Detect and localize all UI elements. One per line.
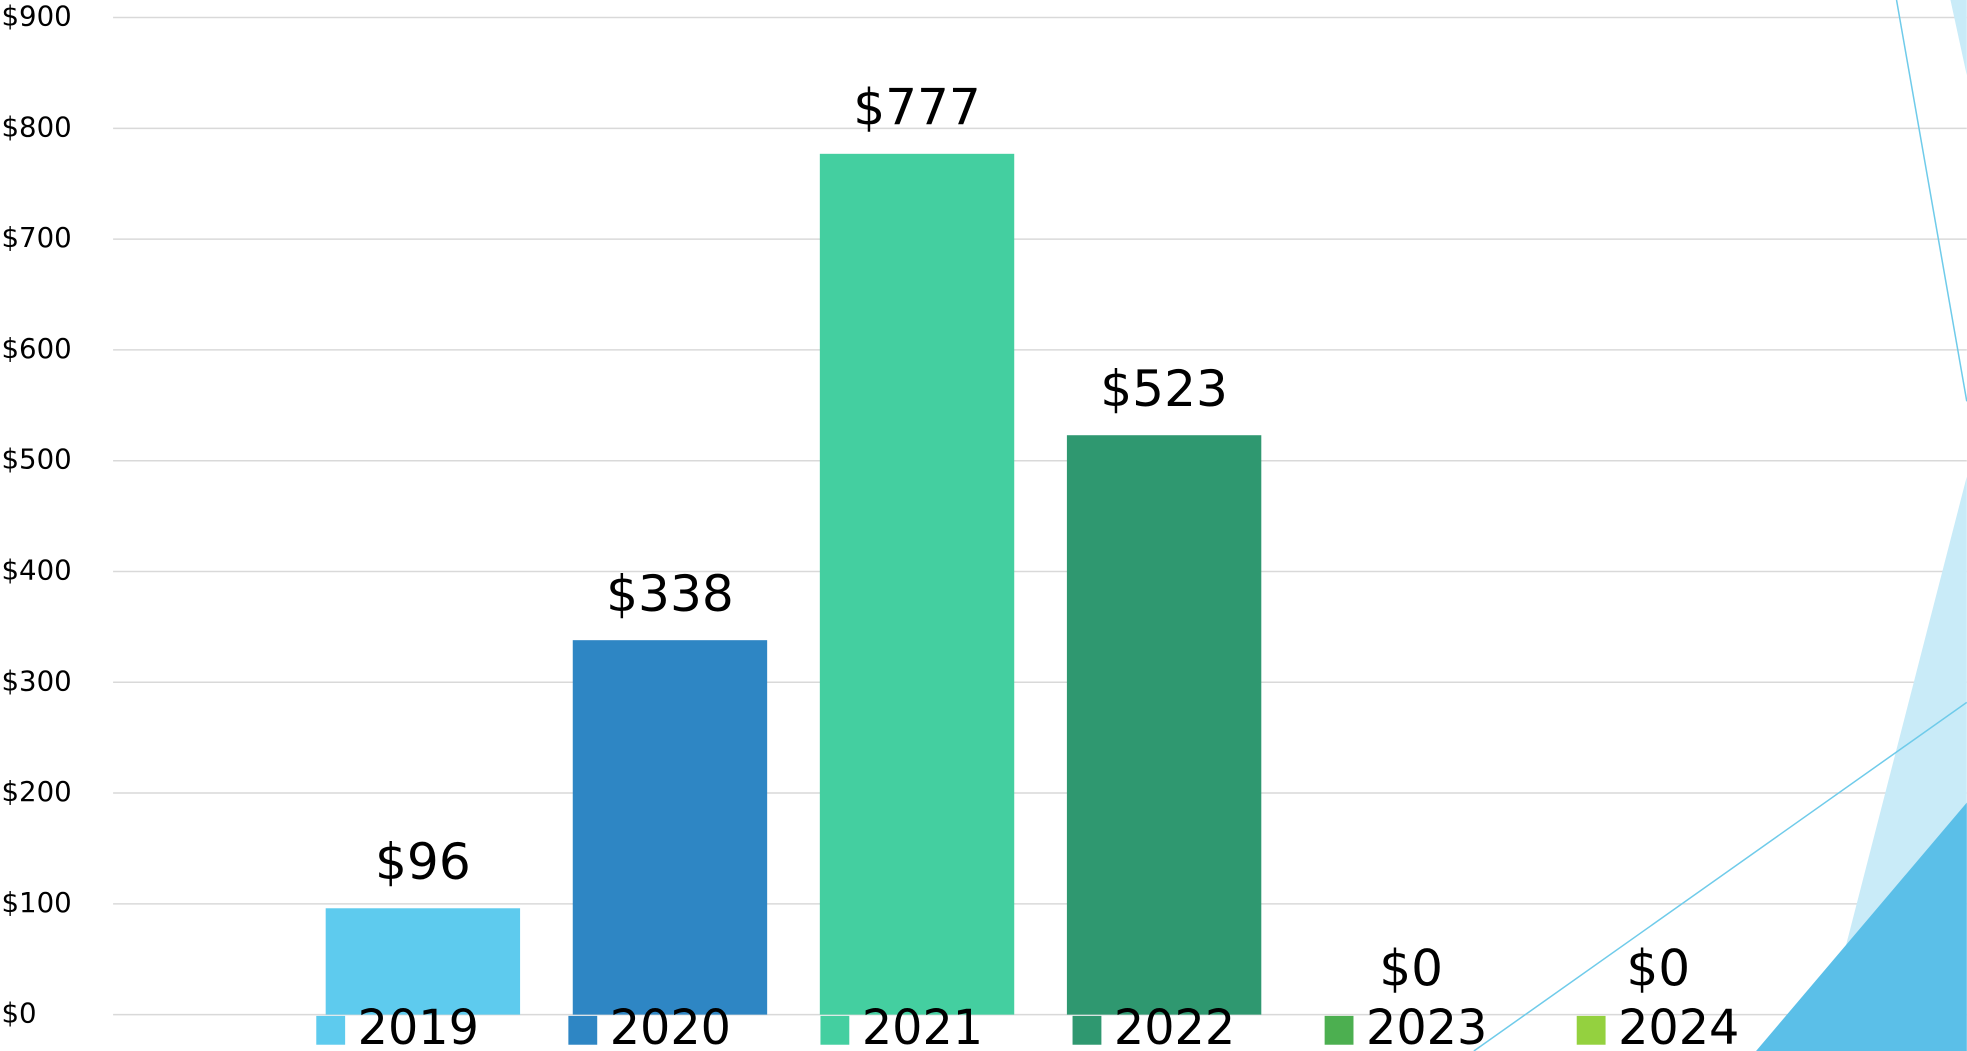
value-label: $0 [1379,938,1443,997]
decor-line [1897,0,1967,401]
legend-swatch [1073,1016,1102,1045]
y-tick-label: $200 [1,775,71,808]
y-tick-label: $100 [1,886,71,919]
y-tick-label: $700 [1,221,71,254]
bar [573,640,767,1014]
y-tick-label: $600 [1,332,71,365]
page: $0 $100 $200 $300 $400 $500 $600 $700 $800 $900 $9… [0,0,1967,1051]
legend-swatch [1577,1016,1606,1045]
legend-label: 2020 [610,1001,731,1051]
y-tick-label: $400 [1,553,71,586]
legend-swatch [316,1016,345,1045]
decoration [1474,0,1967,1051]
y-tick-label: $300 [1,664,71,697]
legend-swatch [1325,1016,1354,1045]
decor-shape [1950,0,1966,75]
value-label: $0 [1626,938,1690,997]
legend-swatch [820,1016,849,1045]
legend-label: 2019 [358,1001,479,1051]
value-label: $338 [606,564,734,623]
value-label: $523 [1100,359,1228,418]
legend-swatch [568,1016,597,1045]
chart: $0 $100 $200 $300 $400 $500 $600 $700 $800 $900 $9… [0,0,1967,1051]
y-tick-label: $900 [1,0,71,33]
y-tick-label: $800 [1,110,71,143]
y-tick-label: $500 [1,443,71,476]
value-label: $96 [375,832,471,891]
legend-label: 2023 [1366,1001,1487,1051]
legend-label: 2024 [1618,1001,1739,1051]
y-tick-label: $0 [1,997,36,1030]
legend-label: 2022 [1114,1001,1235,1051]
value-label: $777 [853,78,981,137]
bar [1067,435,1261,1014]
bar [820,154,1014,1015]
legend-label: 2021 [862,1001,983,1051]
bar [326,908,520,1014]
